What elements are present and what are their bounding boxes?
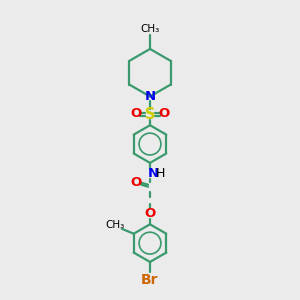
Text: H: H <box>156 167 166 180</box>
Text: N: N <box>147 167 158 180</box>
Text: O: O <box>130 107 142 120</box>
Text: O: O <box>130 176 142 189</box>
Text: O: O <box>158 107 169 120</box>
Text: CH₃: CH₃ <box>105 220 124 230</box>
Text: CH₃: CH₃ <box>140 24 160 34</box>
Text: O: O <box>144 207 156 220</box>
Text: Br: Br <box>141 273 159 287</box>
Text: N: N <box>144 90 156 103</box>
Text: S: S <box>145 107 155 122</box>
